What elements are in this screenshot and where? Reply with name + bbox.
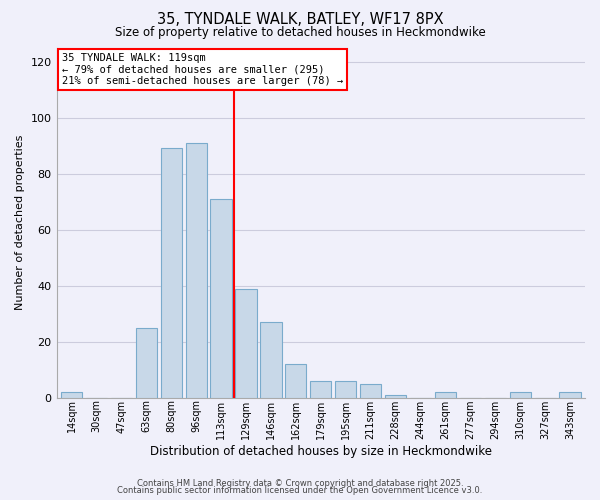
Text: 35, TYNDALE WALK, BATLEY, WF17 8PX: 35, TYNDALE WALK, BATLEY, WF17 8PX <box>157 12 443 28</box>
Text: Contains HM Land Registry data © Crown copyright and database right 2025.: Contains HM Land Registry data © Crown c… <box>137 478 463 488</box>
Bar <box>161 148 182 398</box>
Text: 35 TYNDALE WALK: 119sqm
← 79% of detached houses are smaller (295)
21% of semi-d: 35 TYNDALE WALK: 119sqm ← 79% of detache… <box>62 53 343 86</box>
Text: Contains public sector information licensed under the Open Government Licence v3: Contains public sector information licen… <box>118 486 482 495</box>
Bar <box>509 392 531 398</box>
Bar <box>310 381 331 398</box>
Bar <box>335 381 356 398</box>
X-axis label: Distribution of detached houses by size in Heckmondwike: Distribution of detached houses by size … <box>150 444 492 458</box>
Bar <box>136 328 157 398</box>
Bar <box>235 288 257 398</box>
Y-axis label: Number of detached properties: Number of detached properties <box>15 135 25 310</box>
Text: Size of property relative to detached houses in Heckmondwike: Size of property relative to detached ho… <box>115 26 485 39</box>
Bar <box>435 392 456 398</box>
Bar <box>185 143 207 398</box>
Bar <box>559 392 581 398</box>
Bar <box>61 392 82 398</box>
Bar <box>385 396 406 398</box>
Bar <box>211 199 232 398</box>
Bar <box>285 364 307 398</box>
Bar <box>260 322 281 398</box>
Bar <box>360 384 381 398</box>
